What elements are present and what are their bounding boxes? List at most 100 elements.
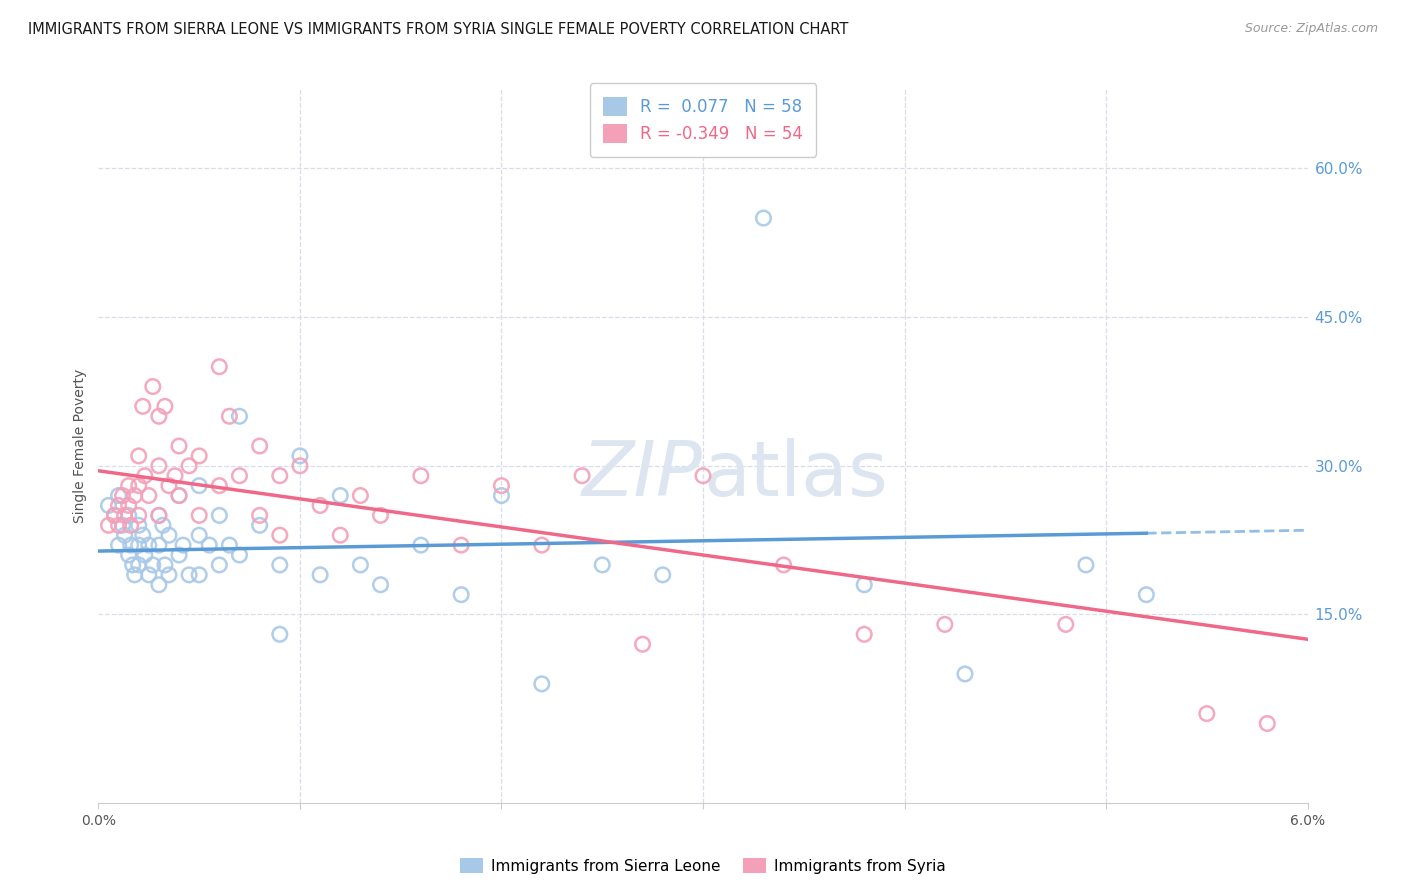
Text: ZIP: ZIP [582, 438, 703, 511]
Point [491, 489, 513, 503]
Point [148, 508, 170, 523]
Point [163, 468, 186, 483]
Point [208, 359, 231, 374]
Point [530, 677, 553, 691]
Point [288, 458, 311, 473]
Point [128, 478, 150, 492]
Point [111, 489, 134, 503]
Y-axis label: Single Female Poverty: Single Female Poverty [73, 369, 87, 523]
Point [208, 508, 231, 523]
Point [124, 489, 146, 503]
Point [692, 468, 714, 483]
Point [153, 558, 176, 572]
Text: atlas: atlas [703, 438, 887, 511]
Point [120, 538, 142, 552]
Point [188, 567, 211, 582]
Point [309, 499, 332, 513]
Point [349, 489, 371, 503]
Point [853, 627, 876, 641]
Point [249, 518, 271, 533]
Point [132, 400, 155, 414]
Point [148, 458, 170, 473]
Point [148, 409, 170, 424]
Point [370, 578, 392, 592]
Point [114, 528, 136, 542]
Point [1054, 617, 1077, 632]
Point [188, 478, 211, 492]
Point [188, 528, 211, 542]
Point [118, 499, 141, 513]
Point [288, 449, 311, 463]
Point [188, 508, 211, 523]
Point [198, 538, 221, 552]
Point [157, 528, 180, 542]
Point [167, 439, 190, 453]
Point [107, 518, 129, 533]
Point [97, 518, 120, 533]
Text: IMMIGRANTS FROM SIERRA LEONE VS IMMIGRANTS FROM SYRIA SINGLE FEMALE POVERTY CORR: IMMIGRANTS FROM SIERRA LEONE VS IMMIGRAN… [28, 22, 848, 37]
Text: Source: ZipAtlas.com: Source: ZipAtlas.com [1244, 22, 1378, 36]
Point [934, 617, 956, 632]
Point [450, 538, 472, 552]
Point [530, 538, 553, 552]
Point [148, 538, 170, 552]
Point [107, 489, 129, 503]
Point [269, 468, 291, 483]
Point [114, 508, 136, 523]
Point [269, 528, 291, 542]
Point [148, 578, 170, 592]
Point [128, 518, 150, 533]
Point [128, 558, 150, 572]
Point [167, 548, 190, 562]
Point [179, 567, 201, 582]
Point [103, 508, 125, 523]
Point [269, 627, 291, 641]
Point [142, 558, 165, 572]
Point [1074, 558, 1097, 572]
Point [329, 528, 352, 542]
Point [409, 538, 432, 552]
Point [138, 567, 160, 582]
Point [188, 449, 211, 463]
Point [121, 558, 143, 572]
Point [1195, 706, 1218, 721]
Point [249, 508, 271, 523]
Point [349, 558, 371, 572]
Point [167, 489, 190, 503]
Point [1135, 588, 1157, 602]
Point [128, 449, 150, 463]
Point [179, 458, 201, 473]
Legend: R =  0.077   N = 58, R = -0.349   N = 54: R = 0.077 N = 58, R = -0.349 N = 54 [591, 83, 815, 157]
Point [167, 489, 190, 503]
Point [228, 468, 250, 483]
Point [208, 558, 231, 572]
Point [134, 548, 156, 562]
Point [157, 567, 180, 582]
Point [329, 489, 352, 503]
Point [309, 567, 332, 582]
Point [571, 468, 593, 483]
Point [491, 478, 513, 492]
Point [631, 637, 654, 651]
Point [103, 508, 125, 523]
Point [228, 548, 250, 562]
Point [953, 667, 976, 681]
Point [172, 538, 194, 552]
Point [651, 567, 673, 582]
Point [153, 400, 176, 414]
Point [370, 508, 392, 523]
Point [120, 518, 142, 533]
Point [591, 558, 613, 572]
Point [107, 499, 129, 513]
Point [124, 567, 146, 582]
Point [97, 499, 120, 513]
Point [157, 478, 180, 492]
Point [752, 211, 775, 225]
Point [853, 578, 876, 592]
Point [128, 538, 150, 552]
Legend: Immigrants from Sierra Leone, Immigrants from Syria: Immigrants from Sierra Leone, Immigrants… [454, 852, 952, 880]
Point [138, 489, 160, 503]
Point [128, 508, 150, 523]
Point [118, 548, 141, 562]
Point [107, 538, 129, 552]
